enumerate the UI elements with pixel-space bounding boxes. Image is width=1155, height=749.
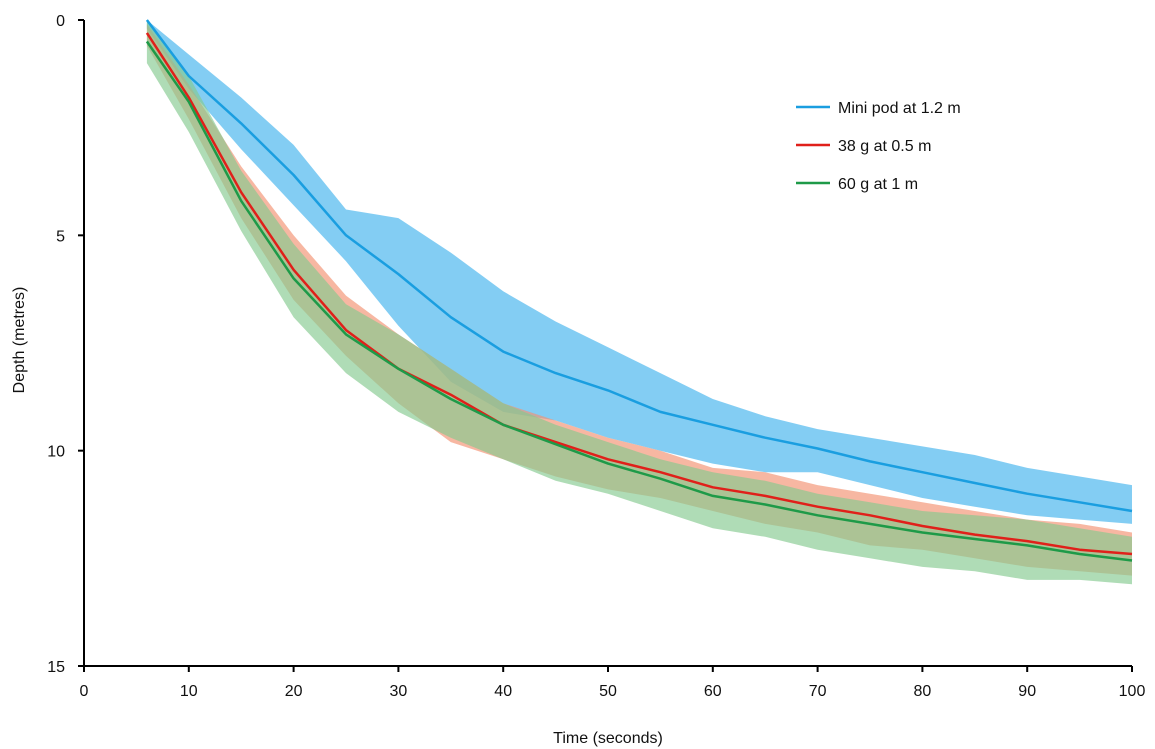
x-tick-label: 100 (1119, 683, 1146, 700)
x-axis-title: Time (seconds) (553, 730, 663, 747)
y-axis-ticks: 0 5 10 15 (47, 13, 84, 676)
series-lines (145, 19, 1133, 562)
x-axis-ticks: 0 10 20 30 40 50 60 70 80 90 100 (80, 666, 1146, 700)
x-tick-label: 20 (285, 683, 303, 700)
band-series-1 (146, 20, 1132, 524)
legend-label-3: 60 g at 1 m (838, 176, 918, 193)
y-tick-label: 0 (56, 13, 65, 30)
y-tick-label: 15 (47, 659, 65, 676)
x-tick-label: 60 (704, 683, 722, 700)
x-tick-label: 50 (599, 683, 617, 700)
x-tick-label: 10 (180, 683, 198, 700)
y-tick-label: 5 (56, 228, 65, 245)
x-tick-label: 80 (914, 683, 932, 700)
line-series-1 (145, 19, 1133, 513)
y-axis-title: Depth (metres) (11, 287, 28, 394)
legend-label-2: 38 g at 0.5 m (838, 138, 931, 155)
band-series-3 (146, 20, 1132, 585)
x-tick-label: 30 (390, 683, 408, 700)
line-series-2 (145, 32, 1133, 556)
y-tick-label: 10 (47, 444, 65, 461)
x-tick-label: 70 (809, 683, 827, 700)
x-tick-label: 90 (1018, 683, 1036, 700)
legend-label-1: Mini pod at 1.2 m (838, 100, 961, 117)
x-tick-label: 0 (80, 683, 89, 700)
confidence-bands (146, 20, 1132, 585)
line-series-3 (145, 40, 1133, 562)
legend: Mini pod at 1.2 m 38 g at 0.5 m 60 g at 1 … (796, 100, 961, 193)
x-tick-label: 40 (494, 683, 512, 700)
